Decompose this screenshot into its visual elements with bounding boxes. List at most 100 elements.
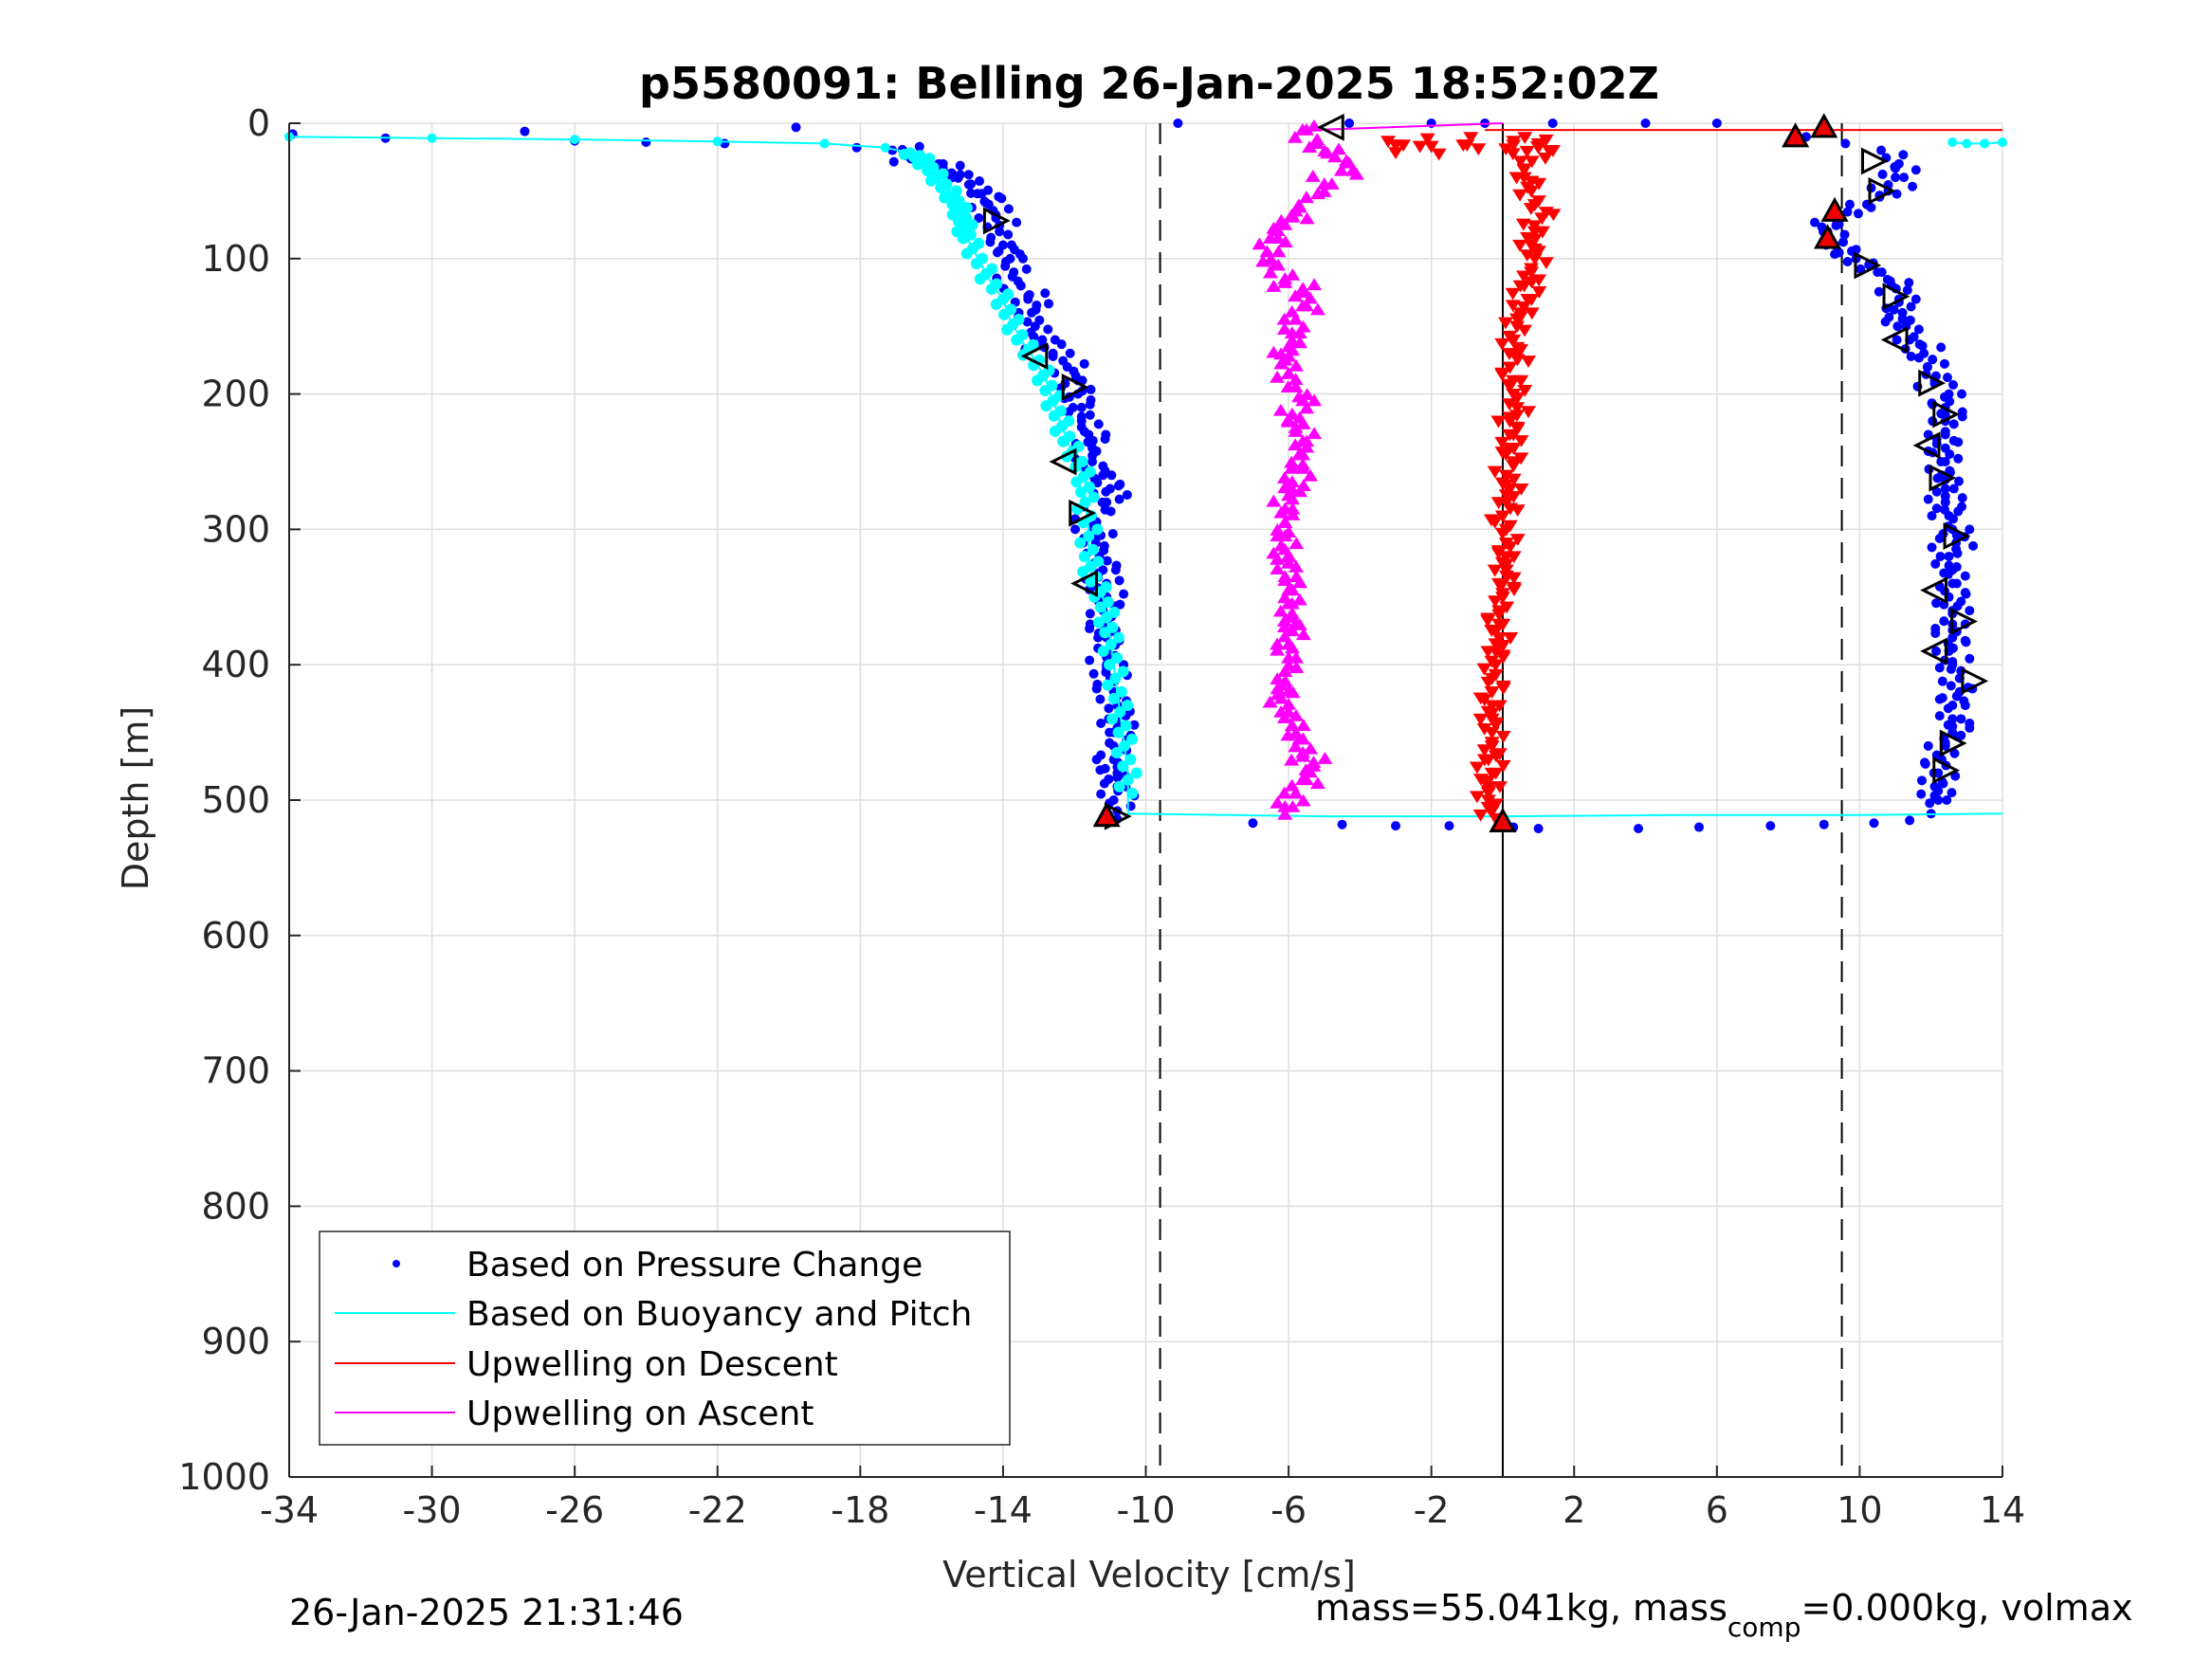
footer-mass-suffix: =0.000kg, volmax xyxy=(1801,1587,2132,1629)
pressure-point xyxy=(1953,506,1964,517)
pressure-point xyxy=(791,122,801,133)
pressure-point xyxy=(1944,551,1954,561)
descent-upwelling-point xyxy=(1502,520,1518,533)
pressure-point xyxy=(1956,714,1966,724)
pressure-point xyxy=(1091,755,1102,765)
pressure-point xyxy=(1085,655,1095,665)
pressure-point xyxy=(1119,589,1129,599)
buoyancy-point xyxy=(911,158,923,171)
y-tick-label: 300 xyxy=(201,508,270,550)
ascent-upwelling-point xyxy=(1284,607,1300,619)
buoyancy-point xyxy=(1112,631,1124,644)
x-tick-label: -10 xyxy=(1116,1489,1175,1531)
pressure-point xyxy=(1048,351,1058,361)
ascent-upwelling-point xyxy=(1277,574,1293,586)
buoyancy-point xyxy=(974,273,986,285)
pressure-point xyxy=(1927,542,1937,553)
pressure-point xyxy=(1890,162,1900,173)
ascent-upwelling-point xyxy=(1266,494,1282,507)
pressure-point xyxy=(1069,366,1079,376)
ascent-upwelling-point xyxy=(1284,624,1300,637)
pressure-point xyxy=(1892,335,1902,345)
pressure-point xyxy=(1022,317,1033,327)
ascent-upwelling-point xyxy=(1277,591,1293,604)
pressure-point xyxy=(1866,183,1876,193)
pressure-point xyxy=(1533,823,1544,833)
pressure-point xyxy=(1844,199,1855,210)
y-tick-label: 1000 xyxy=(178,1456,270,1498)
buoyancy-point xyxy=(1040,400,1052,412)
footer-mass-prefix: mass=55.041kg, mass xyxy=(1315,1587,1728,1629)
x-tick-label: 10 xyxy=(1837,1489,1882,1531)
pressure-point xyxy=(1931,598,1942,609)
pressure-point xyxy=(1953,453,1964,464)
ascent-upwelling-point xyxy=(1295,457,1311,470)
pressure-point xyxy=(1765,821,1776,831)
ascent-upwelling-point xyxy=(1273,213,1289,227)
descent-upwelling-point xyxy=(1484,655,1500,668)
descent-upwelling-point xyxy=(1538,257,1554,269)
ascent-upwelling-point xyxy=(1284,778,1300,792)
ascent-upwelling-point xyxy=(1294,299,1310,312)
pressure-point xyxy=(1948,514,1959,524)
pressure-point xyxy=(985,237,996,247)
pressure-point xyxy=(1088,450,1098,461)
buoyancy-point xyxy=(1120,720,1132,732)
buoyancy-point xyxy=(1117,760,1129,773)
ascent-upwelling-point xyxy=(1302,140,1318,154)
descent-upwelling-point xyxy=(1505,287,1521,301)
descent-upwelling-point xyxy=(1529,140,1545,154)
ascent-upwelling-point xyxy=(1266,221,1282,234)
ascent-upwelling-point xyxy=(1309,302,1325,316)
descent-upwelling-point xyxy=(1472,713,1489,726)
descent-upwelling-point xyxy=(1502,541,1518,554)
ascent-upwelling-point xyxy=(1272,403,1289,416)
ascent-upwelling-point xyxy=(1285,685,1301,699)
buoyancy-point xyxy=(1085,575,1097,588)
footer-mass-info: mass=55.041kg, masscomp=0.000kg, volmax xyxy=(1315,1587,2132,1643)
descent-upwelling-point xyxy=(1509,392,1526,405)
ascent-upwelling-point xyxy=(1270,523,1286,536)
descent-upwelling-point xyxy=(1524,155,1540,169)
ascent-upwelling-point xyxy=(1303,741,1319,755)
ascent-upwelling-point xyxy=(1284,304,1300,318)
pressure-point xyxy=(1547,118,1558,128)
pressure-point xyxy=(1922,362,1932,373)
descent-upwelling-point xyxy=(1484,686,1500,699)
descent-upwelling-point xyxy=(1503,632,1519,645)
legend-label-pressure: Based on Pressure Change xyxy=(466,1246,923,1285)
ascent-upwelling-point xyxy=(1309,133,1325,146)
descent-upwelling-point xyxy=(1472,809,1489,822)
descent-upwelling-point xyxy=(1523,203,1539,215)
pressure-point xyxy=(1842,257,1853,266)
pressure-point xyxy=(1960,588,1970,598)
open-triangle-marker xyxy=(1061,374,1089,401)
pressure-point xyxy=(1088,668,1099,679)
open-triangle-marker xyxy=(1961,666,1989,695)
ascent-upwelling-point xyxy=(1289,708,1305,721)
ascent-upwelling-point xyxy=(1276,312,1292,325)
buoyancy-point xyxy=(1092,616,1105,629)
pressure-point xyxy=(1810,217,1820,228)
pressure-point xyxy=(1940,427,1950,437)
y-tick-label: 700 xyxy=(201,1050,270,1092)
descent-upwelling-point xyxy=(1502,502,1518,516)
ascent-upwelling-point xyxy=(1285,268,1301,281)
ascent-surface-line xyxy=(1313,122,1504,132)
descent-upwelling-point xyxy=(1531,286,1547,299)
ascent-upwelling-point xyxy=(1280,380,1296,393)
ascent-upwelling-point xyxy=(1298,191,1314,204)
ascent-upwelling-point xyxy=(1295,719,1311,732)
x-tick-label: 2 xyxy=(1563,1489,1585,1531)
pressure-point xyxy=(1965,524,1975,535)
descent-upwelling-point xyxy=(1412,140,1428,154)
ascent-upwelling-point xyxy=(1291,410,1307,424)
y-tick-label: 100 xyxy=(201,238,270,280)
pressure-point xyxy=(1937,693,1947,703)
pressure-point xyxy=(1003,229,1014,240)
descent-upwelling-point xyxy=(1491,609,1508,622)
ascent-upwelling-point xyxy=(1289,358,1305,372)
pressure-point xyxy=(1939,358,1949,369)
buoyancy-point xyxy=(1039,385,1051,397)
